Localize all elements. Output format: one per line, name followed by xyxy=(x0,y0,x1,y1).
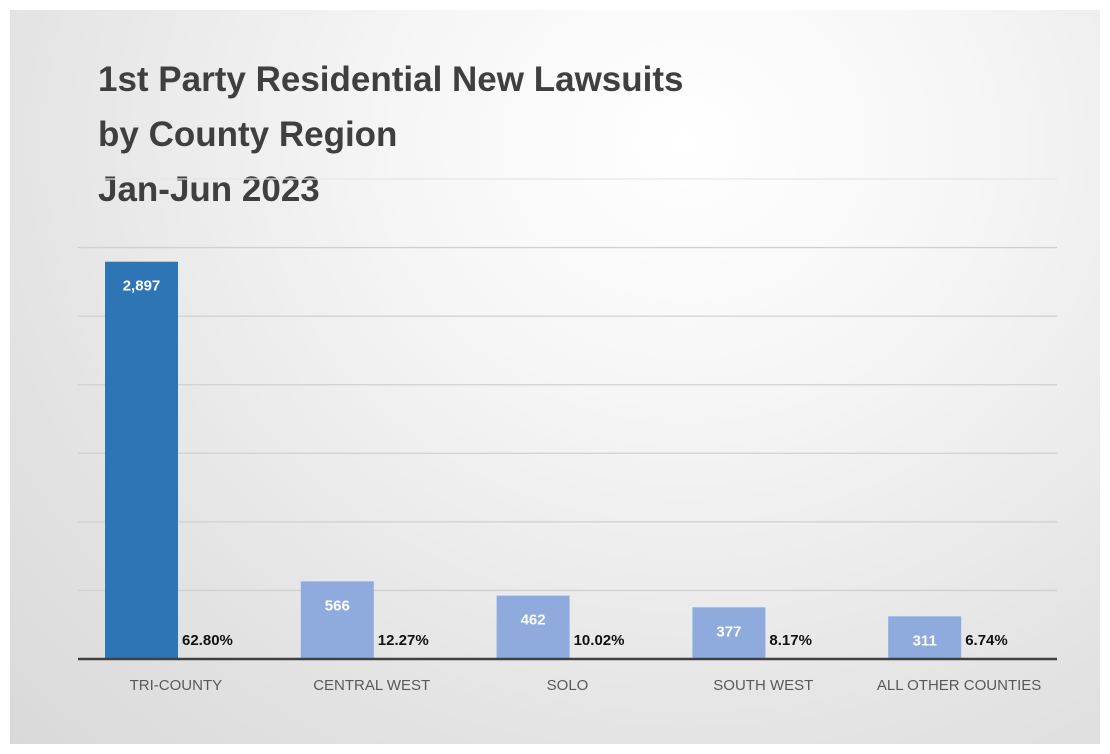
bar xyxy=(888,616,962,659)
bar-percent-label: 62.80% xyxy=(182,632,233,649)
chart-title-line-3: Jan-Jun 2023 xyxy=(98,170,320,209)
bar xyxy=(692,607,766,659)
category-label: TRI-COUNTY xyxy=(130,677,223,694)
category-label: CENTRAL WEST xyxy=(313,677,430,694)
bar-value-label: 311 xyxy=(913,632,937,649)
bar-percent-label: 8.17% xyxy=(769,632,812,649)
chart-title-line-2: by County Region xyxy=(98,115,398,154)
bar-percent-label: 6.74% xyxy=(965,632,1008,649)
category-label: ALL OTHER COUNTIES xyxy=(877,677,1041,694)
chart-frame: 1st Party Residential New Lawsuits by Co… xyxy=(10,10,1100,744)
bar-percent-label: 12.27% xyxy=(378,632,429,649)
bar xyxy=(105,261,178,659)
chart-title-line-1: 1st Party Residential New Lawsuits xyxy=(98,60,684,99)
chart-title: 1st Party Residential New Lawsuits by Co… xyxy=(98,52,683,217)
bar-chart: 2,897 62.80% TRI-COUNTY 566 12.27% CENTRAL WE… xyxy=(78,178,1057,694)
category-label: SOLO xyxy=(547,677,589,694)
bar-value-label: 377 xyxy=(716,623,741,640)
bar-percent-label: 10.02% xyxy=(574,632,625,649)
bar-value-label: 462 xyxy=(521,612,546,629)
bar xyxy=(496,595,570,659)
category-label: SOUTH WEST xyxy=(713,677,813,694)
bar-value-label: 566 xyxy=(325,597,350,614)
bar xyxy=(300,581,374,659)
bar-value-label: 2,897 xyxy=(123,278,161,295)
